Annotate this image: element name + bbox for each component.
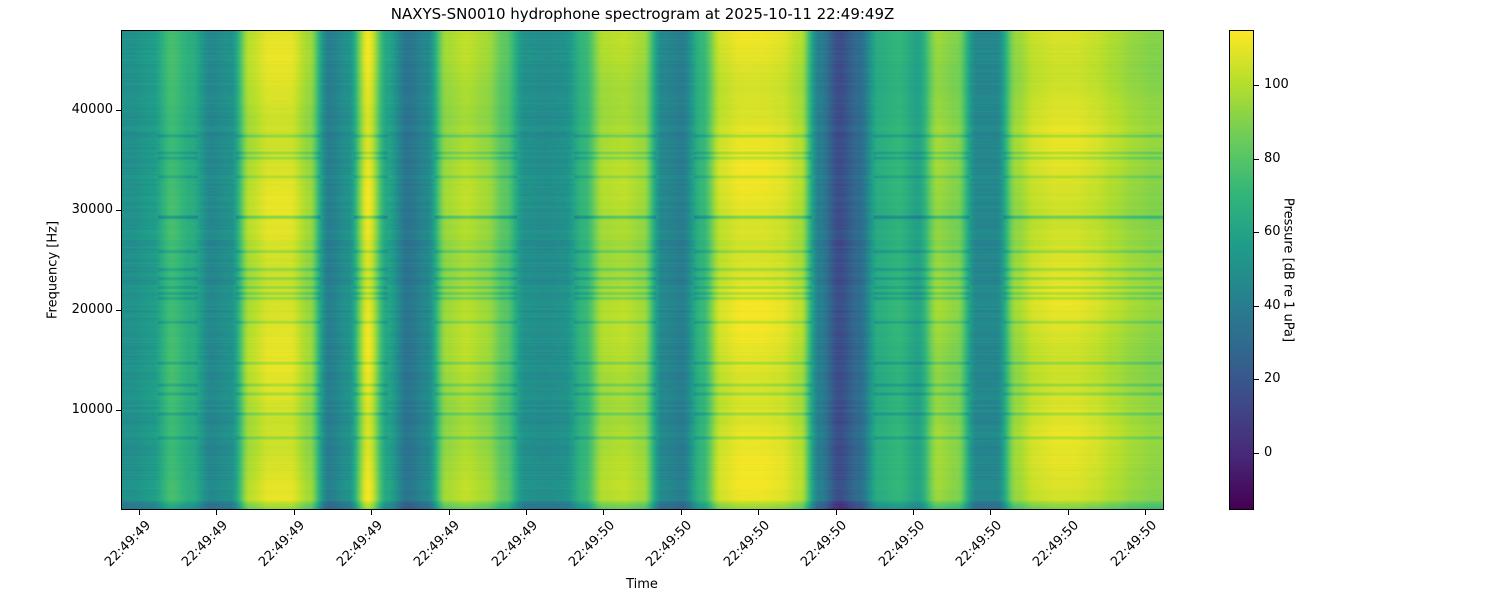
colorbar-tick-mark — [1254, 158, 1259, 160]
colorbar-tick-label: 0 — [1264, 444, 1273, 460]
x-tick-mark — [371, 510, 373, 515]
x-tick-mark — [758, 510, 760, 515]
x-tick-mark — [448, 510, 450, 515]
x-tick-mark — [603, 510, 605, 515]
colorbar-tick-label: 80 — [1264, 150, 1281, 166]
x-tick-mark — [216, 510, 218, 515]
colorbar-tick-mark — [1254, 85, 1259, 87]
y-tick-mark — [116, 210, 121, 211]
x-tick-label: 22:49:50 — [720, 518, 773, 570]
x-tick-mark — [1145, 510, 1147, 515]
y-tick-mark — [116, 110, 121, 111]
y-tick-label: 20000 — [71, 302, 113, 317]
colorbar-tick-label: 40 — [1264, 297, 1281, 313]
x-tick-mark — [526, 510, 527, 515]
x-tick-label: 22:49:49 — [179, 518, 232, 570]
x-tick-label: 22:49:50 — [798, 518, 851, 570]
x-tick-label: 22:49:50 — [566, 518, 619, 570]
colorbar — [1229, 30, 1254, 510]
y-tick-label: 40000 — [71, 102, 113, 117]
x-axis-label: Time — [626, 577, 658, 592]
x-tick-mark — [835, 510, 837, 515]
x-tick-mark — [1067, 510, 1069, 515]
y-tick-mark — [116, 410, 121, 411]
colorbar-tick-mark — [1254, 232, 1259, 234]
colorbar-label: Pressure [dB re 1 uPa] — [1280, 197, 1296, 343]
x-tick-mark — [139, 510, 140, 515]
chart-title: NAXYS-SN0010 hydrophone spectrogram at 2… — [390, 5, 895, 23]
x-tick-label: 22:49:49 — [256, 518, 309, 570]
x-tick-mark — [913, 510, 914, 515]
x-tick-label: 22:49:50 — [1030, 518, 1083, 570]
x-tick-label: 22:49:50 — [1107, 518, 1160, 570]
x-tick-label: 22:49:49 — [333, 518, 386, 570]
x-tick-mark — [990, 510, 992, 515]
spectrogram-plot-area — [121, 30, 1164, 510]
x-tick-mark — [680, 510, 682, 515]
x-tick-label: 22:49:49 — [488, 518, 541, 570]
y-axis-label: Frequency [Hz] — [45, 220, 61, 320]
x-tick-label: 22:49:50 — [875, 518, 928, 570]
colorbar-tick-mark — [1254, 305, 1259, 307]
y-tick-label: 30000 — [71, 202, 113, 217]
colorbar-tick-mark — [1254, 452, 1259, 454]
spectrogram-heatmap — [122, 31, 1163, 509]
x-tick-label: 22:49:50 — [953, 518, 1006, 570]
x-tick-label: 22:49:49 — [101, 518, 154, 570]
colorbar-tick-mark — [1254, 379, 1259, 381]
x-tick-label: 22:49:50 — [643, 518, 696, 570]
y-tick-mark — [116, 310, 121, 311]
colorbar-tick-label: 60 — [1264, 224, 1281, 240]
colorbar-tick-label: 20 — [1264, 371, 1281, 387]
x-tick-label: 22:49:49 — [411, 518, 464, 570]
colorbar-tick-label: 100 — [1264, 77, 1289, 93]
colorbar-gradient — [1230, 31, 1253, 509]
x-tick-mark — [293, 510, 295, 515]
y-tick-label: 10000 — [71, 402, 113, 417]
